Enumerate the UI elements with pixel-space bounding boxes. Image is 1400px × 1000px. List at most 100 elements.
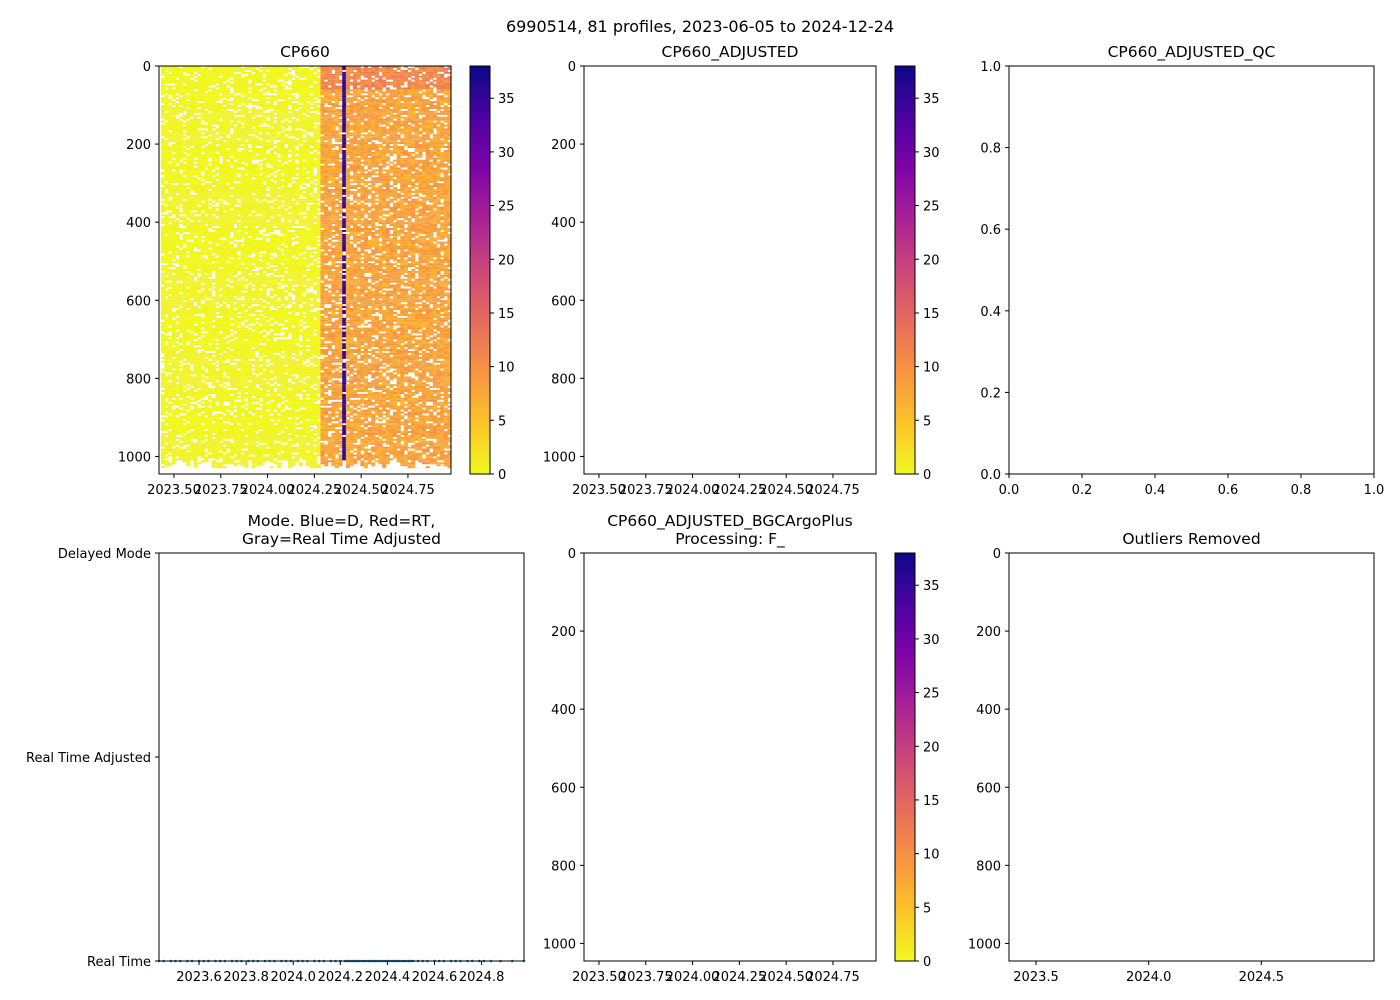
heatmap-cell [160, 267, 165, 270]
heatmap-cell [233, 202, 238, 205]
heatmap-cell [171, 411, 176, 414]
heatmap-cell [218, 360, 224, 363]
heatmap-cell [175, 122, 180, 125]
heatmap-cell [240, 140, 245, 143]
heatmap-cell [168, 356, 173, 359]
heatmap-cell [204, 175, 209, 178]
heatmap-cell [229, 147, 234, 150]
heatmap-cell [237, 228, 242, 230]
heatmap-cell [211, 331, 216, 334]
heatmap-cell [218, 421, 224, 424]
heatmap-cell [208, 284, 213, 287]
heatmap-cell [204, 259, 209, 262]
heatmap-cell [175, 157, 180, 160]
heatmap-cell [189, 71, 195, 74]
heatmap-cell [233, 192, 238, 195]
heatmap-cell [211, 267, 216, 270]
heatmap-cell [240, 245, 245, 248]
heatmap-cell [255, 251, 260, 254]
heatmap-cell [233, 427, 238, 430]
heatmap-cell [168, 370, 173, 373]
heatmap-cell [211, 106, 216, 109]
heatmap-cell [179, 175, 184, 178]
heatmap-cell [222, 245, 227, 248]
heatmap-cell [171, 323, 176, 326]
heatmap-cell [175, 442, 180, 445]
heatmap-cell [233, 429, 238, 432]
heatmap-cell [251, 315, 256, 318]
heatmap-cell [164, 386, 169, 389]
heatmap-cell [189, 169, 195, 172]
heatmap-cell [164, 179, 169, 182]
heatmap-cell [175, 356, 180, 359]
heatmap-cell [244, 132, 249, 135]
heatmap-cell [240, 249, 245, 252]
heatmap-cell [197, 233, 202, 236]
heatmap-cell [193, 417, 198, 420]
heatmap-cell [175, 261, 180, 264]
heatmap-cell [164, 75, 169, 78]
heatmap-cell [160, 454, 165, 457]
heatmap-cell [258, 243, 263, 246]
heatmap-cell [247, 132, 253, 135]
heatmap-cell [164, 155, 169, 158]
heatmap-cell [175, 392, 180, 394]
heatmap-cell [175, 194, 180, 197]
heatmap-cell [160, 272, 165, 275]
heatmap-cell [193, 140, 198, 143]
heatmap-cell [237, 124, 242, 127]
heatmap-cell [171, 421, 176, 424]
heatmap-cell [215, 272, 220, 275]
heatmap-cell [211, 462, 216, 465]
heatmap-cell [171, 392, 176, 394]
heatmap-cell [168, 224, 173, 227]
heatmap-cell [204, 386, 209, 389]
heatmap-cell [233, 136, 238, 139]
heatmap-cell [186, 358, 191, 361]
heatmap-cell [200, 395, 205, 398]
heatmap-cell [240, 306, 245, 309]
heatmap-cell [168, 259, 173, 262]
heatmap-cell [226, 380, 231, 383]
heatmap-cell [255, 390, 260, 393]
heatmap-cell [237, 69, 242, 72]
heatmap-cell [262, 356, 267, 359]
heatmap-cell [208, 442, 213, 445]
heatmap-cell [175, 458, 180, 461]
heatmap-cell [222, 448, 227, 451]
heatmap-cell [168, 116, 173, 119]
heatmap-cell [262, 173, 267, 176]
heatmap-cell [258, 306, 263, 309]
heatmap-cell [229, 392, 234, 394]
heatmap-cell [226, 101, 231, 104]
heatmap-cell [171, 124, 176, 127]
heatmap-cell [197, 374, 202, 377]
heatmap-cell [186, 351, 191, 353]
heatmap-cell [208, 251, 213, 254]
heatmap-cell [262, 89, 267, 92]
heatmap-cell [175, 450, 180, 453]
heatmap-cell [237, 372, 242, 375]
heatmap-cell [211, 157, 216, 160]
heatmap-cell [189, 79, 195, 82]
heatmap-cell [222, 442, 227, 445]
heatmap-cell [168, 446, 173, 449]
heatmap-cell [258, 282, 263, 285]
heatmap-cell [229, 407, 234, 410]
heatmap-cell [186, 66, 191, 68]
heatmap-cell [211, 403, 216, 406]
heatmap-cell [240, 222, 245, 225]
heatmap-cell [197, 302, 202, 305]
heatmap-cell [222, 423, 227, 426]
heatmap-cell [233, 311, 238, 314]
heatmap-cell [171, 419, 176, 422]
heatmap-cell [215, 378, 220, 381]
heatmap-cell [179, 179, 184, 182]
heatmap-cell [171, 313, 176, 316]
heatmap-cell [229, 190, 234, 193]
heatmap-cell [229, 118, 234, 121]
heatmap-cell [204, 155, 209, 158]
heatmap-cell [186, 345, 191, 348]
heatmap-cell [244, 440, 249, 443]
heatmap-cell [204, 274, 209, 277]
